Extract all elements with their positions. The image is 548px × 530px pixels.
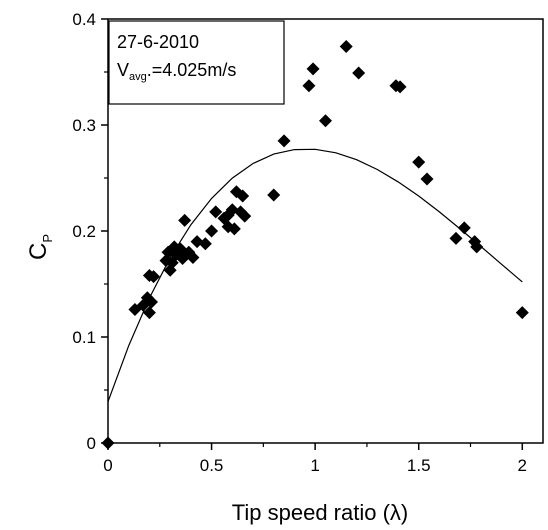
data-point [205,224,219,238]
x-tick-label: 0.5 [200,456,224,475]
data-point [420,172,434,186]
y-tick-label: 0.3 [72,116,96,135]
data-point [302,79,316,93]
x-tick-label: 2 [518,456,527,475]
data-point [306,62,320,76]
data-point [238,209,252,223]
data-point [182,245,196,259]
data-point [267,188,281,202]
y-tick-label: 0.1 [72,328,96,347]
data-point [412,155,426,169]
data-point [147,270,161,284]
data-point [339,40,353,54]
data-point [142,306,156,320]
x-tick-label: 1.5 [407,456,431,475]
y-axis-label: CP [25,234,55,260]
y-tick-label: 0 [87,434,96,453]
data-point [352,66,366,80]
data-point [101,436,115,450]
y-axis: 0 0.1 0.2 0.3 0.4 [72,10,108,453]
annotation-speed: Vavg.=4.025m/s [117,60,236,83]
data-point [145,295,158,309]
x-axis-label: Tip speed ratio (λ) [232,500,408,525]
annotation-box: 27-6-2010 Vavg.=4.025m/s [108,20,285,105]
data-points [101,40,529,450]
data-point [449,231,463,245]
data-point [236,189,250,203]
x-axis: 0 0.5 1 1.5 2 [103,443,527,475]
data-point [227,222,241,236]
x-tick-label: 0 [103,456,112,475]
data-point [186,251,200,264]
x-tick-label: 1 [310,456,319,475]
data-point [393,80,407,94]
data-point [470,240,484,254]
data-point [515,306,529,320]
y-tick-label: 0.2 [72,222,96,241]
annotation-date: 27-6-2010 [117,32,199,52]
data-point [209,205,223,219]
data-point [319,114,332,128]
y-tick-label: 0.4 [72,10,96,29]
data-point [198,237,212,251]
data-point [178,213,192,227]
data-point [277,134,291,148]
data-point [457,221,471,235]
